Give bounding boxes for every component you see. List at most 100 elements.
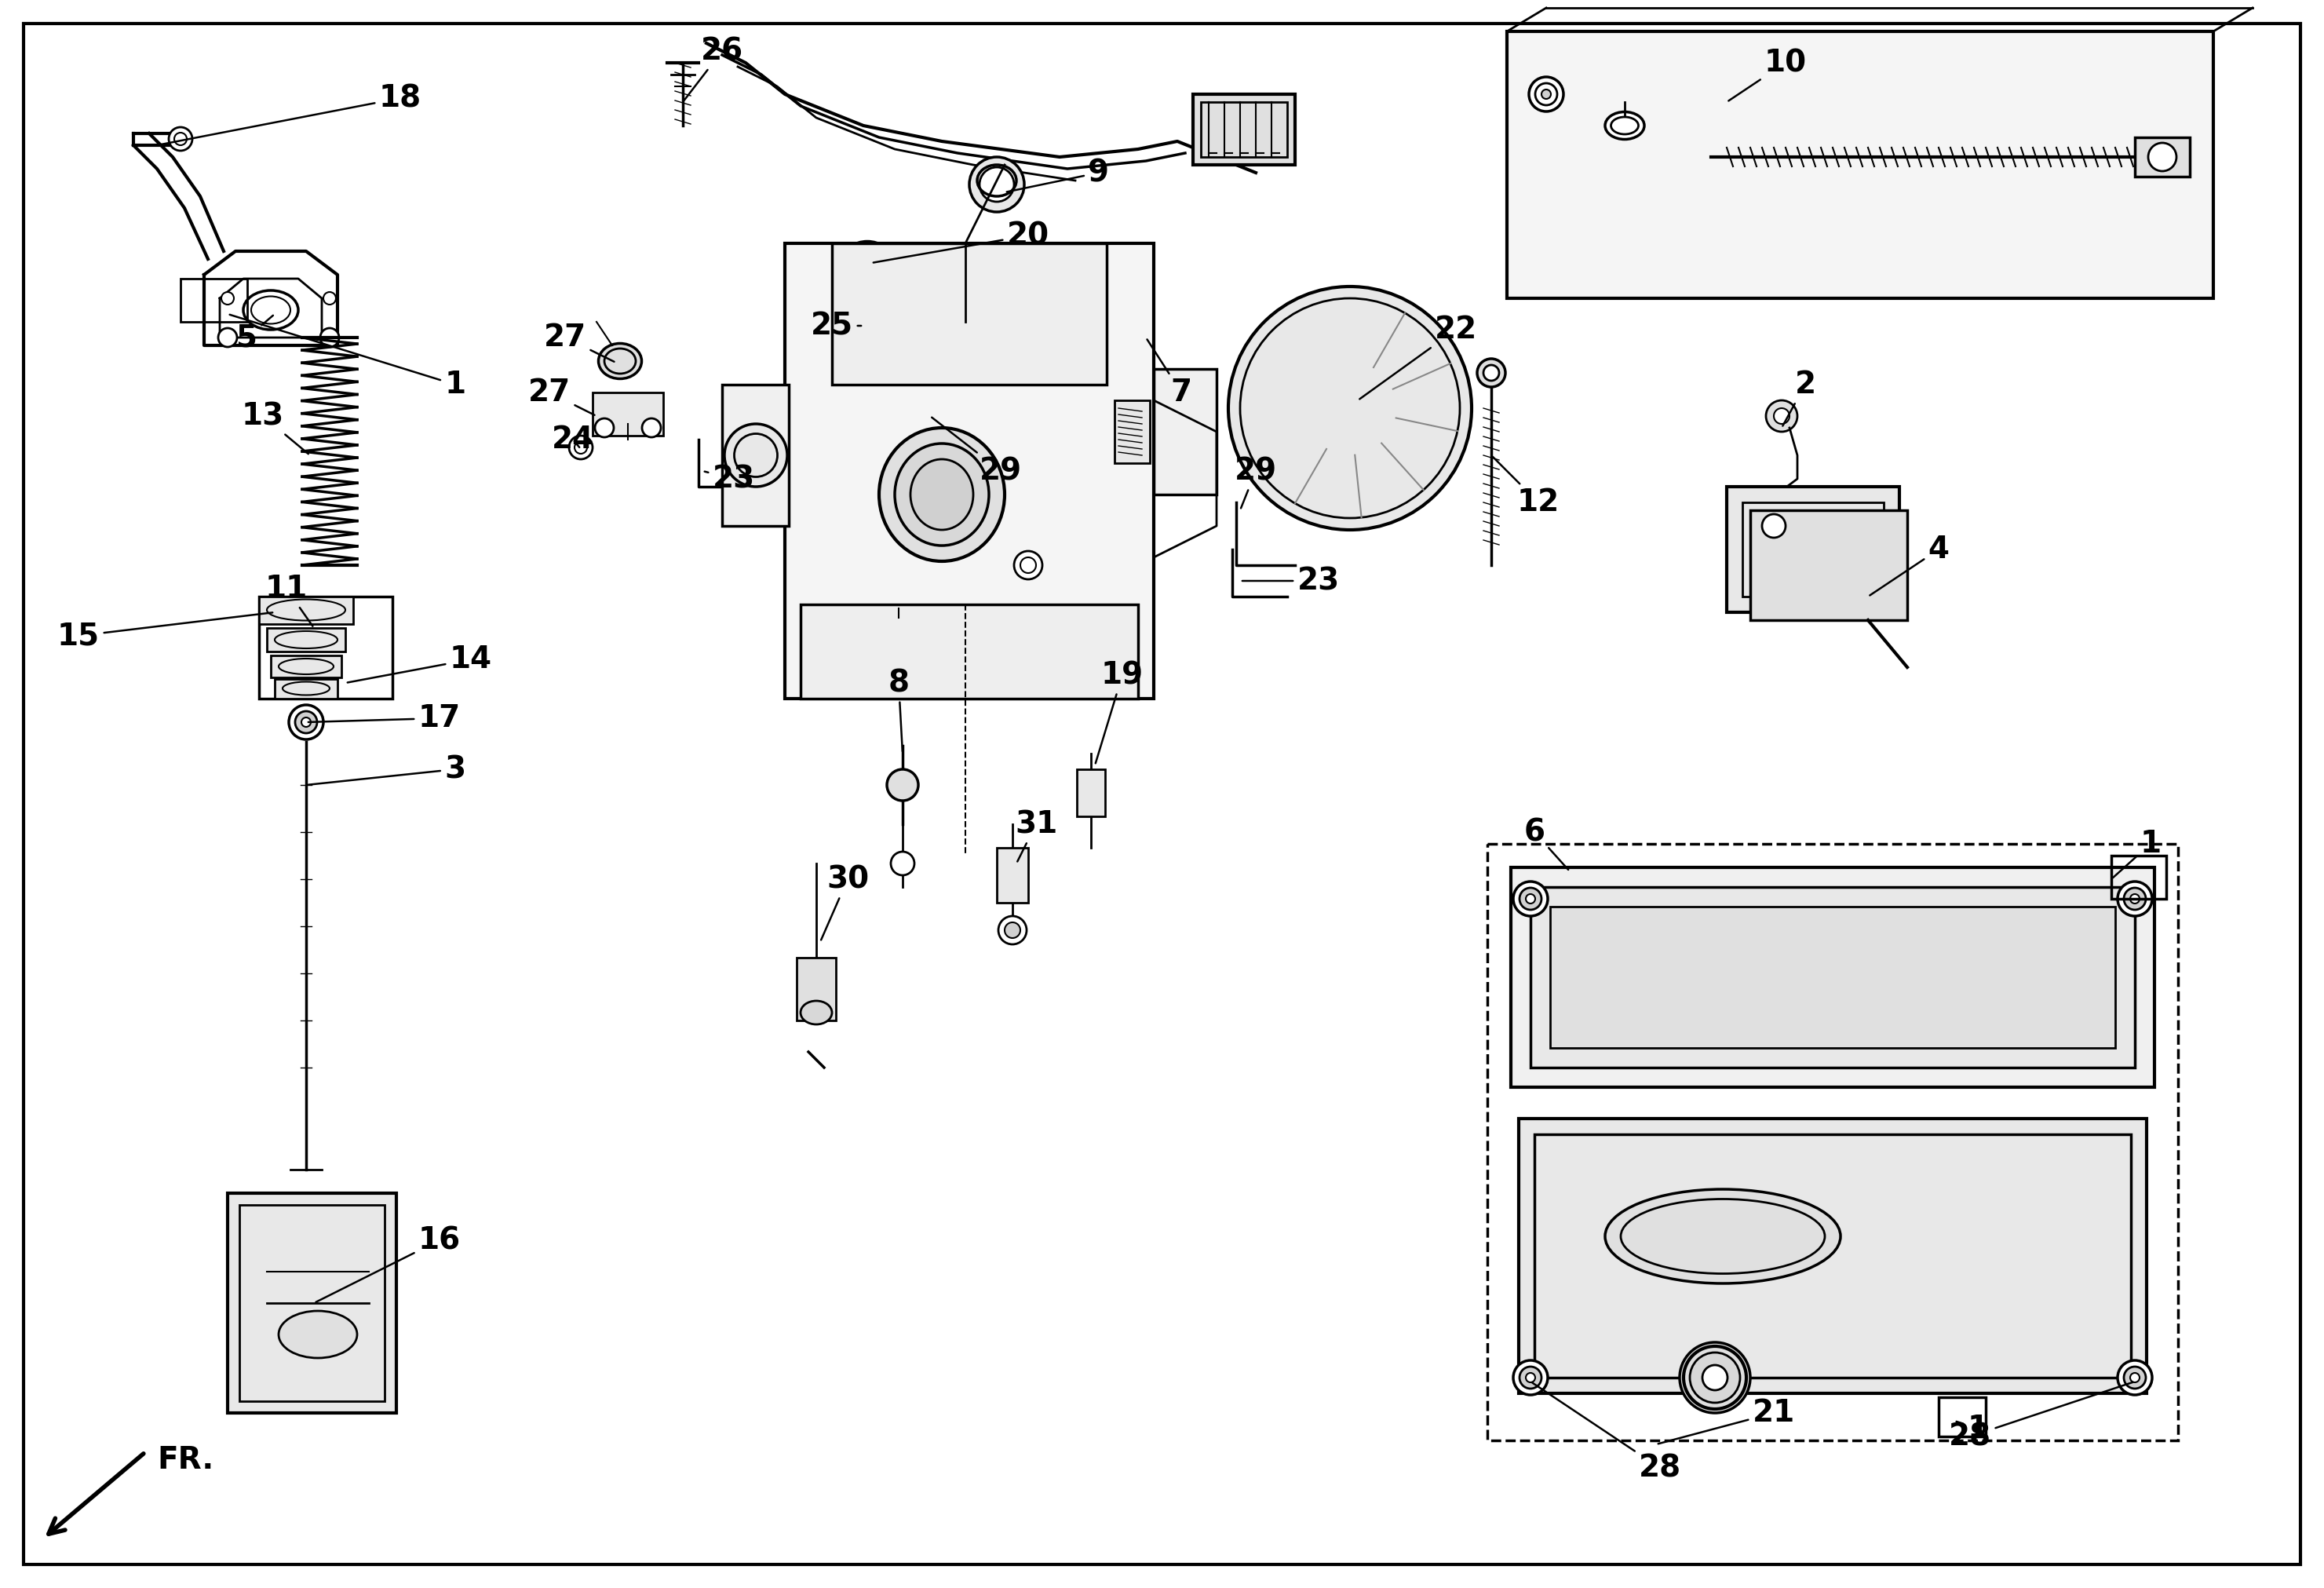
- Circle shape: [2131, 894, 2140, 904]
- Bar: [181, 278, 246, 322]
- Circle shape: [2131, 1374, 2140, 1382]
- Bar: [2110, 856, 2166, 899]
- Ellipse shape: [844, 241, 890, 276]
- Ellipse shape: [279, 1312, 358, 1358]
- Bar: [786, 243, 1153, 699]
- Bar: [1938, 1397, 1985, 1437]
- Circle shape: [2147, 143, 2178, 172]
- Circle shape: [1513, 1361, 1548, 1394]
- Bar: [1534, 1134, 2131, 1378]
- Circle shape: [1520, 888, 1541, 910]
- Ellipse shape: [1606, 1189, 1841, 1283]
- Circle shape: [1478, 359, 1506, 387]
- Circle shape: [1762, 515, 1785, 538]
- Text: 30: 30: [820, 864, 869, 940]
- Bar: [723, 384, 788, 526]
- Circle shape: [641, 418, 660, 437]
- Text: 1: 1: [230, 314, 465, 400]
- Text: 6: 6: [1525, 818, 1569, 870]
- Text: 22: 22: [1360, 314, 1478, 399]
- Text: 24: 24: [551, 424, 595, 454]
- Text: 25: 25: [811, 311, 862, 341]
- Bar: [1116, 400, 1150, 464]
- Text: 7: 7: [1148, 340, 1192, 408]
- Bar: [258, 597, 353, 624]
- Bar: [1153, 368, 1215, 494]
- Circle shape: [321, 329, 339, 346]
- Circle shape: [302, 718, 311, 727]
- Text: FR.: FR.: [158, 1445, 214, 1475]
- Text: 17: 17: [309, 703, 460, 734]
- Circle shape: [569, 435, 593, 459]
- Bar: [272, 656, 342, 678]
- Circle shape: [890, 851, 913, 875]
- Text: 23: 23: [1243, 565, 1341, 596]
- Polygon shape: [881, 765, 925, 804]
- Bar: [1518, 1118, 2147, 1393]
- Text: 8: 8: [888, 669, 909, 751]
- Circle shape: [1690, 1353, 1741, 1402]
- Ellipse shape: [799, 1000, 832, 1024]
- Circle shape: [1773, 408, 1789, 424]
- Circle shape: [221, 292, 235, 305]
- Text: 12: 12: [1492, 457, 1559, 518]
- Bar: [825, 306, 918, 345]
- Text: 28: 28: [1950, 1382, 2133, 1451]
- Circle shape: [1527, 894, 1536, 904]
- Text: 21: 21: [1659, 1397, 1794, 1443]
- Circle shape: [999, 916, 1027, 945]
- Circle shape: [595, 418, 614, 437]
- Text: 27: 27: [544, 322, 614, 362]
- Circle shape: [1536, 83, 1557, 105]
- Circle shape: [1520, 1367, 1541, 1388]
- Circle shape: [1020, 557, 1037, 573]
- Bar: [1511, 867, 2154, 1088]
- Text: 14: 14: [349, 645, 493, 683]
- Bar: [1750, 510, 1908, 621]
- Text: 29: 29: [1234, 456, 1276, 508]
- Text: 5: 5: [237, 316, 272, 353]
- Text: 16: 16: [316, 1226, 460, 1302]
- Circle shape: [978, 167, 1013, 202]
- Bar: [228, 1193, 397, 1413]
- Circle shape: [1483, 365, 1499, 381]
- Text: 20: 20: [874, 221, 1050, 262]
- Text: 26: 26: [683, 37, 744, 100]
- Circle shape: [1766, 400, 1796, 432]
- Text: 9: 9: [1006, 157, 1109, 192]
- Circle shape: [218, 329, 237, 346]
- Circle shape: [295, 711, 316, 734]
- Text: 27: 27: [528, 378, 595, 414]
- Circle shape: [174, 133, 186, 145]
- Bar: [1743, 502, 1885, 597]
- Bar: [593, 392, 662, 435]
- Bar: [1759, 518, 1868, 581]
- Bar: [239, 1205, 383, 1401]
- Text: 28: 28: [1532, 1383, 1680, 1483]
- Circle shape: [2117, 881, 2152, 916]
- Circle shape: [1004, 923, 1020, 939]
- Bar: [1076, 769, 1106, 816]
- Circle shape: [170, 127, 193, 151]
- Ellipse shape: [911, 459, 974, 530]
- Circle shape: [1541, 89, 1550, 98]
- Bar: [1532, 888, 2136, 1067]
- Bar: [797, 958, 837, 1021]
- Bar: [997, 848, 1027, 902]
- Text: 1: 1: [1957, 1413, 1989, 1443]
- Circle shape: [2117, 1361, 2152, 1394]
- Circle shape: [1013, 551, 1041, 580]
- Circle shape: [1229, 286, 1471, 530]
- Bar: [1727, 486, 1899, 613]
- Text: 13: 13: [242, 402, 309, 454]
- Ellipse shape: [1611, 118, 1638, 135]
- Text: 3: 3: [309, 754, 465, 784]
- Bar: [2136, 138, 2189, 176]
- Bar: [799, 605, 1139, 699]
- Bar: [1550, 907, 2115, 1048]
- Text: 29: 29: [932, 418, 1023, 486]
- Bar: [1202, 102, 1287, 157]
- Bar: [832, 243, 1106, 384]
- Text: 10: 10: [1729, 48, 1806, 100]
- Ellipse shape: [895, 443, 990, 546]
